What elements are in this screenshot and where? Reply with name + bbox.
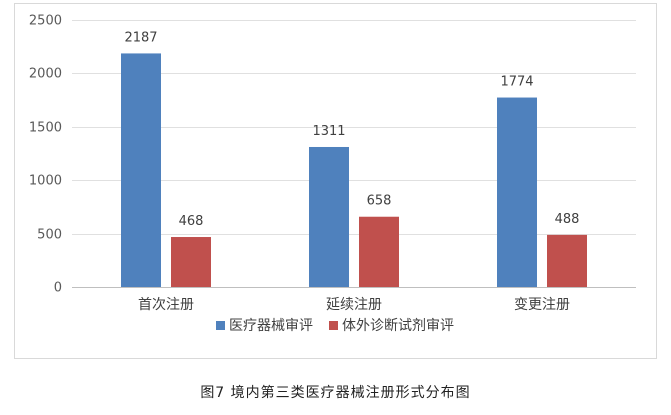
data-label: 488	[555, 212, 580, 227]
bar-chart: 0 500 1000 1500 2000 2500 2187 468 1311 658 1774 4…	[29, 14, 636, 334]
y-tick-label: 2500	[29, 14, 62, 29]
y-axis-ticks: 0 500 1000 1500 2000 2500	[29, 14, 62, 296]
bar-0-1	[171, 237, 211, 287]
bar-1-0	[309, 146, 349, 287]
category-label: 变更注册	[514, 297, 570, 313]
data-label: 1311	[312, 124, 345, 139]
data-label: 1774	[500, 75, 533, 90]
y-tick-label: 1500	[29, 121, 62, 136]
category-label: 延续注册	[326, 296, 382, 313]
legend-label: 医疗器械审评	[229, 318, 313, 334]
legend-swatch-1	[329, 321, 338, 330]
gridlines	[72, 20, 636, 288]
legend-swatch-0	[216, 321, 225, 330]
figure-caption: 图7 境内第三类医疗器械注册形式分布图	[200, 385, 471, 401]
bar-0-0	[121, 53, 161, 287]
data-label: 468	[179, 214, 204, 229]
legend-label: 体外诊断试剂审评	[342, 318, 454, 334]
bar-1-1	[359, 216, 399, 287]
legend: 医疗器械审评 体外诊断试剂审评	[216, 318, 454, 334]
bar-2-0	[497, 97, 537, 287]
data-labels: 2187 468 1311 658 1774 488	[124, 30, 579, 229]
category-labels: 首次注册 延续注册 变更注册	[138, 296, 570, 313]
y-tick-label: 500	[37, 228, 62, 243]
data-label: 2187	[124, 30, 157, 45]
y-tick-label: 0	[54, 281, 62, 296]
bar-2-1	[547, 234, 587, 287]
y-tick-label: 1000	[29, 174, 62, 189]
category-label: 首次注册	[138, 297, 194, 313]
y-tick-label: 2000	[29, 67, 62, 82]
data-label: 658	[367, 194, 392, 209]
bars	[121, 53, 587, 287]
